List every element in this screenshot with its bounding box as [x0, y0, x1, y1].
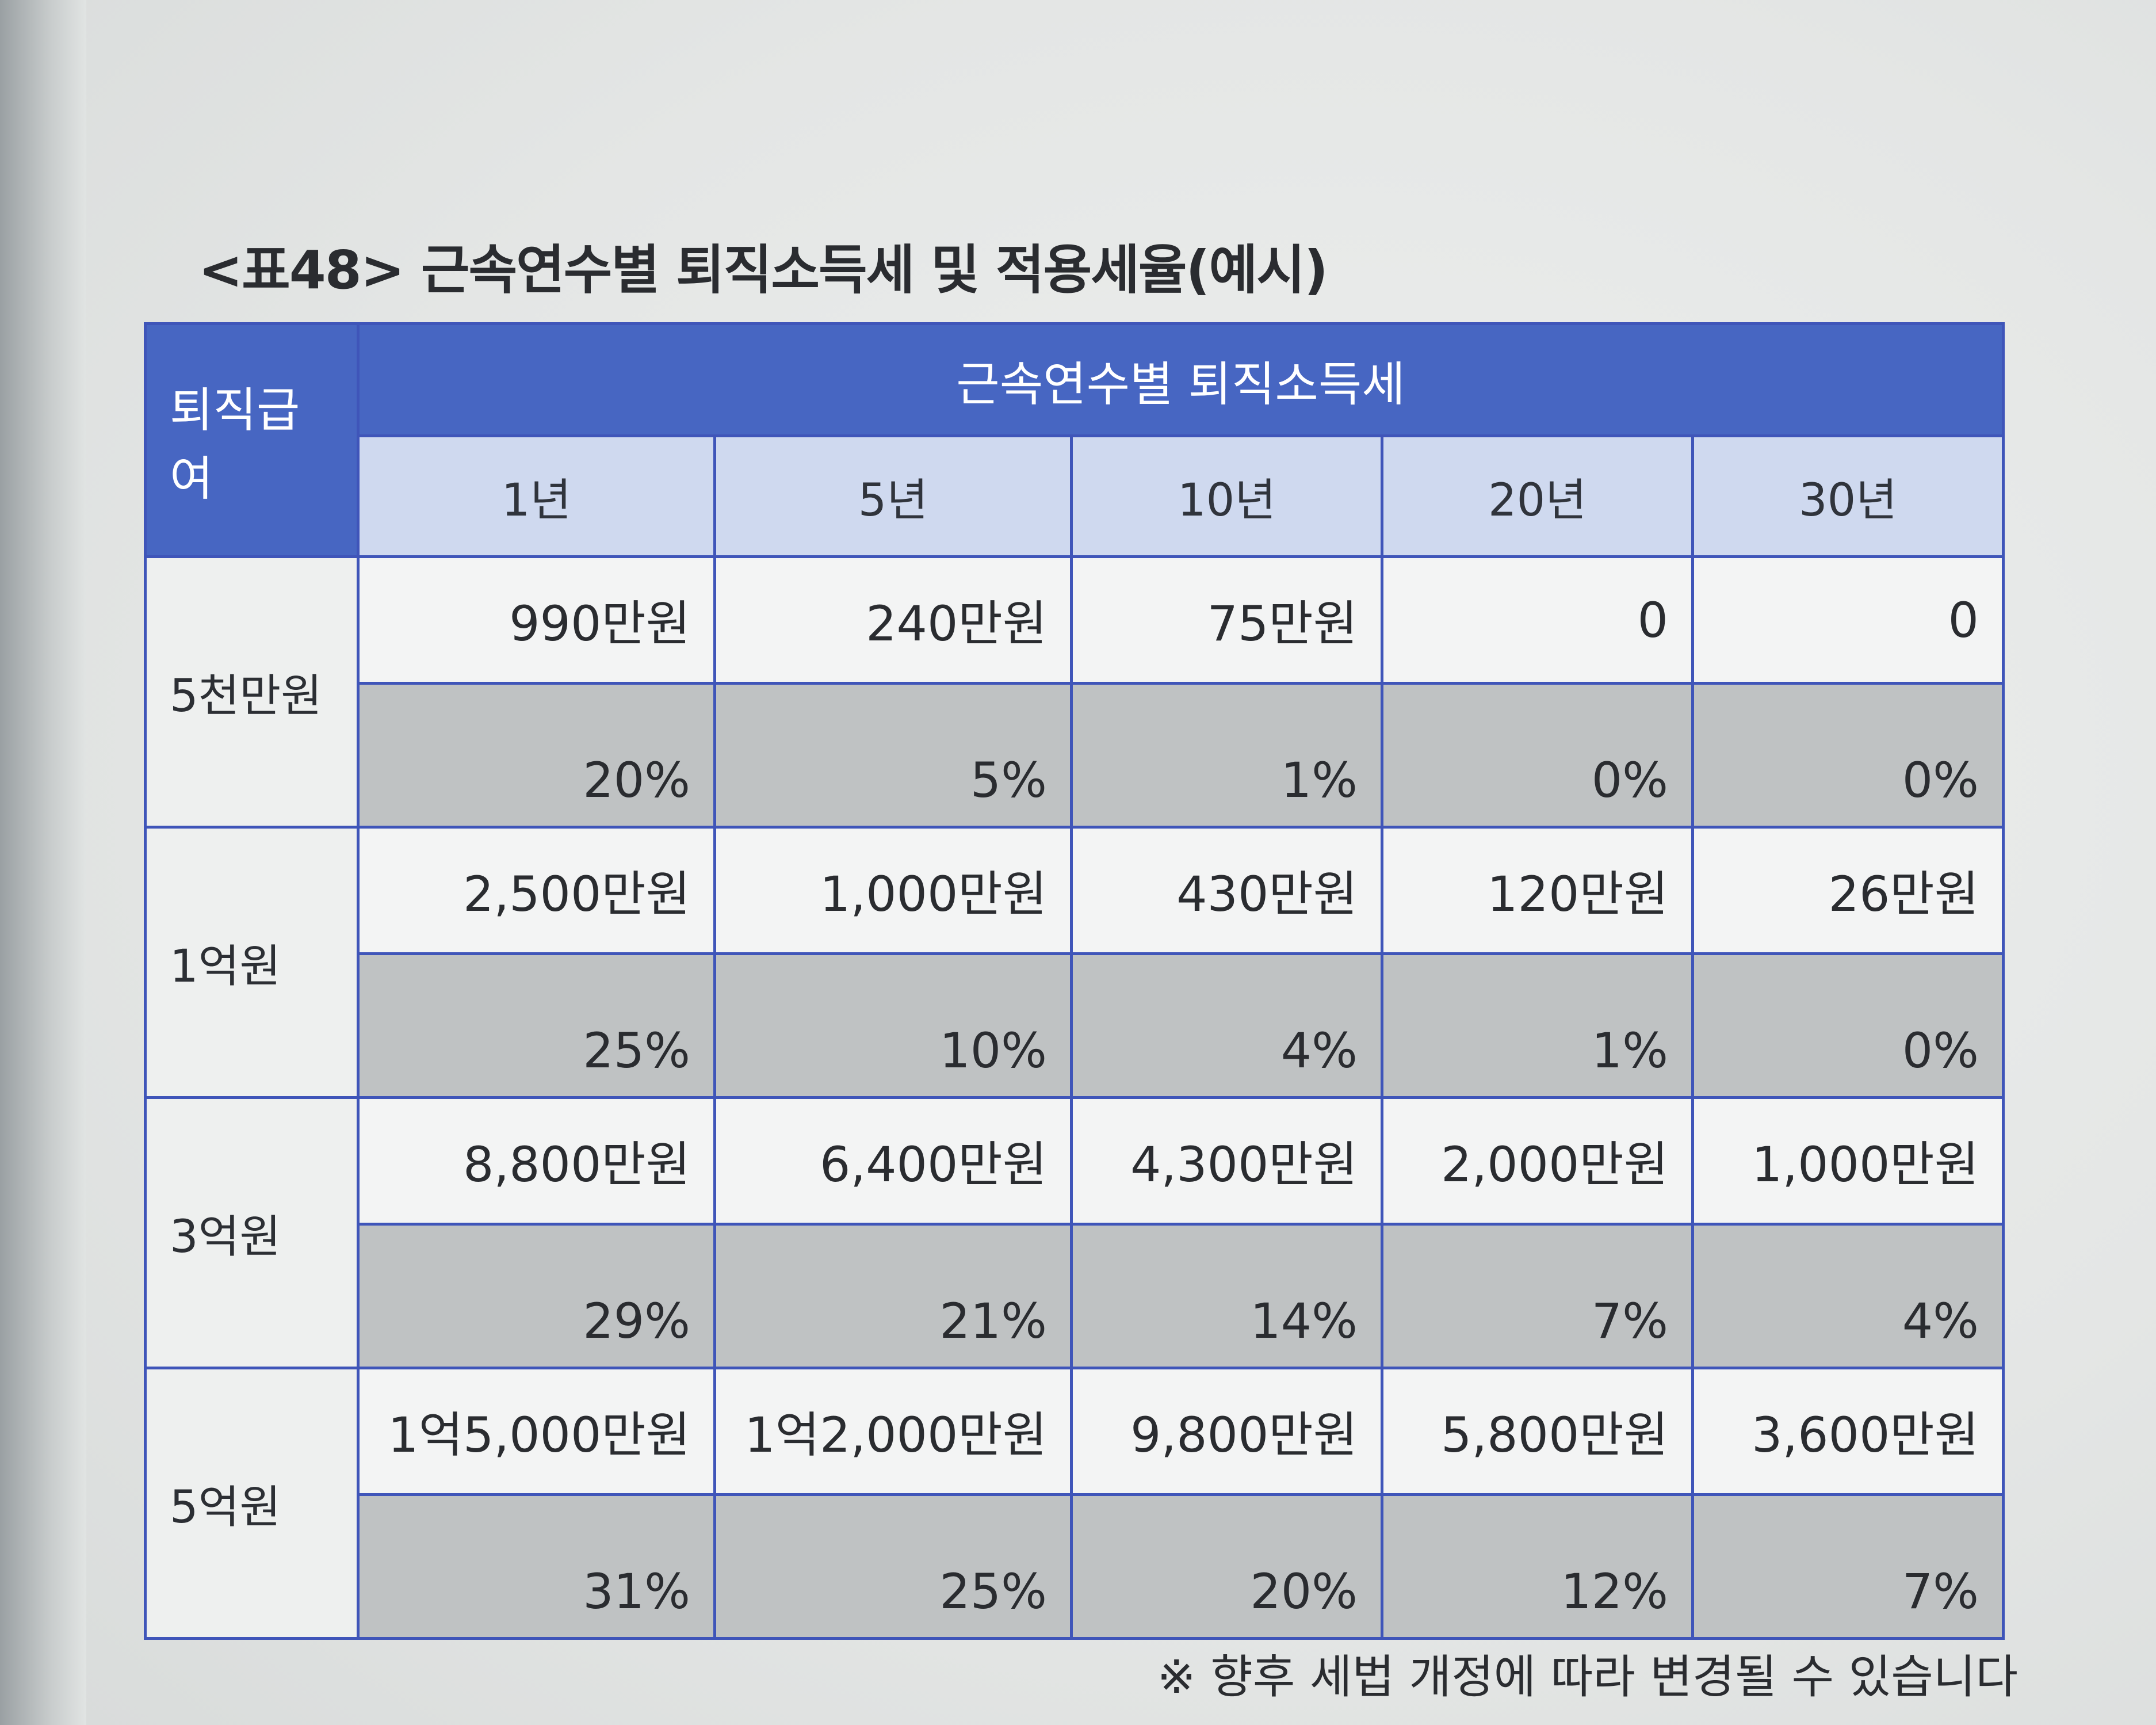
- tax-rate-cell: 4%: [1070, 952, 1383, 1099]
- tax-amount-cell: 26만원: [1691, 826, 2005, 955]
- table-row: 1억원 2,500만원 1,000만원 430만원 120만원 26만원: [144, 826, 2005, 1099]
- tax-amount-cell: 430만원: [1070, 826, 1383, 955]
- benefit-label: 5천만원: [144, 555, 360, 829]
- tax-amount-cell: 8,800만원: [357, 1096, 716, 1226]
- tax-rate-cell: 7%: [1691, 1493, 2005, 1640]
- tax-amount-cell: 240만원: [713, 555, 1073, 685]
- table-row: 29% 21% 14% 7% 4%: [146, 1223, 2005, 1369]
- year-header: 30년: [1691, 434, 2005, 558]
- tax-rate-cell: 14%: [1070, 1223, 1383, 1369]
- benefit-label: 5억원: [144, 1367, 360, 1640]
- tax-rate-cell: 0%: [1381, 682, 1694, 829]
- tax-amount-cell: 990만원: [357, 555, 716, 685]
- tax-by-years-header: 근속연수별 퇴직소득세: [357, 322, 2005, 437]
- tax-rate-cell: 25%: [357, 952, 716, 1099]
- table-caption: <표48> 근속연수별 퇴직소득세 및 적용세율(예시): [198, 239, 1328, 301]
- retirement-benefit-header: 퇴직급여: [144, 322, 360, 558]
- tax-rate-cell: 20%: [1070, 1493, 1383, 1640]
- tax-amount-cell: 5,800만원: [1381, 1367, 1694, 1496]
- tax-rate-cell: 12%: [1381, 1493, 1694, 1640]
- year-header: 1년: [357, 434, 716, 558]
- tax-amount-cell: 0: [1381, 555, 1694, 685]
- tax-amount-cell: 1,000만원: [713, 826, 1073, 955]
- tax-table-container: 퇴직급여 근속연수별 퇴직소득세 1년 5년 10년 20년 30년 5천만원 …: [144, 322, 2005, 1640]
- table-row: 25% 10% 4% 1% 0%: [146, 952, 2005, 1099]
- tax-rate-cell: 0%: [1691, 952, 2005, 1099]
- header-row-years: 1년 5년 10년 20년 30년: [146, 434, 2005, 558]
- tax-rate-cell: 29%: [357, 1223, 716, 1369]
- tax-amount-cell: 4,300만원: [1070, 1096, 1383, 1226]
- tax-amount-cell: 0: [1691, 555, 2005, 685]
- retirement-tax-table: 퇴직급여 근속연수별 퇴직소득세 1년 5년 10년 20년 30년 5천만원 …: [144, 322, 2005, 1640]
- tax-amount-cell: 3,600만원: [1691, 1367, 2005, 1496]
- tax-amount-cell: 1억5,000만원: [357, 1367, 716, 1496]
- tax-amount-cell: 9,800만원: [1070, 1367, 1383, 1496]
- tax-amount-cell: 2,500만원: [357, 826, 716, 955]
- tax-rate-cell: 1%: [1070, 682, 1383, 829]
- tax-amount-cell: 2,000만원: [1381, 1096, 1694, 1226]
- table-row: 3억원 8,800만원 6,400만원 4,300만원 2,000만원 1,00…: [144, 1096, 2005, 1369]
- tax-rate-cell: 1%: [1381, 952, 1694, 1099]
- tax-rate-cell: 4%: [1691, 1223, 2005, 1369]
- table-row: 5천만원 990만원 240만원 75만원 0 0: [144, 555, 2005, 829]
- table-row: 20% 5% 1% 0% 0%: [146, 682, 2005, 829]
- header-row-group: 퇴직급여 근속연수별 퇴직소득세: [144, 322, 2005, 558]
- tax-rate-cell: 21%: [713, 1223, 1073, 1369]
- year-header: 10년: [1070, 434, 1383, 558]
- tax-amount-cell: 1,000만원: [1691, 1096, 2005, 1226]
- tax-rate-cell: 20%: [357, 682, 716, 829]
- tax-rate-cell: 31%: [357, 1493, 716, 1640]
- year-header: 20년: [1381, 434, 1694, 558]
- benefit-label: 3억원: [144, 1096, 360, 1369]
- tax-rate-cell: 5%: [713, 682, 1073, 829]
- tax-rate-cell: 10%: [713, 952, 1073, 1099]
- benefit-label: 1억원: [144, 826, 360, 1099]
- tax-amount-cell: 1억2,000만원: [713, 1367, 1073, 1496]
- footnote: ※ 향후 세법 개정에 따라 변경될 수 있습니다: [1157, 1650, 2018, 1704]
- year-header: 5년: [713, 434, 1073, 558]
- book-page-edge: [0, 0, 86, 1725]
- table-row: 5억원 1억5,000만원 1억2,000만원 9,800만원 5,800만원 …: [144, 1367, 2005, 1640]
- tax-rate-cell: 25%: [713, 1493, 1073, 1640]
- tax-rate-cell: 0%: [1691, 682, 2005, 829]
- tax-amount-cell: 6,400만원: [713, 1096, 1073, 1226]
- tax-amount-cell: 75만원: [1070, 555, 1383, 685]
- tax-rate-cell: 7%: [1381, 1223, 1694, 1369]
- tax-amount-cell: 120만원: [1381, 826, 1694, 955]
- table-row: 31% 25% 20% 12% 7%: [146, 1493, 2005, 1640]
